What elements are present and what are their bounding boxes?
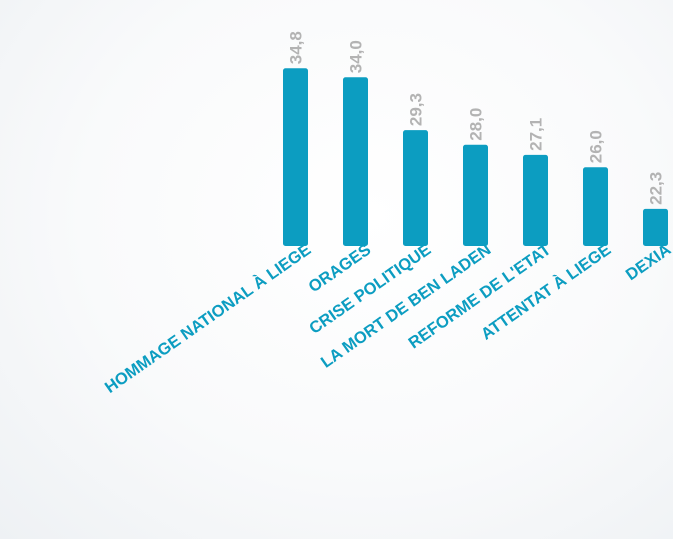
bar-2 bbox=[343, 77, 368, 246]
category-label-7: DEXIA bbox=[623, 240, 673, 284]
value-label-4: 28,0 bbox=[467, 108, 486, 141]
value-label-5: 27,1 bbox=[527, 118, 546, 151]
bar-1 bbox=[283, 68, 308, 246]
bar-6 bbox=[583, 167, 608, 246]
value-label-2: 34,0 bbox=[347, 40, 366, 73]
bar-7 bbox=[643, 208, 668, 246]
value-label-6: 26,0 bbox=[587, 130, 606, 163]
value-label-7: 22,3 bbox=[647, 172, 666, 205]
value-label-1: 34,8 bbox=[287, 31, 306, 64]
bar-4 bbox=[463, 144, 488, 246]
bar-5 bbox=[523, 154, 548, 246]
value-label-3: 29,3 bbox=[407, 93, 426, 126]
category-label-1: HOMMAGE NATIONAL À LIEGE bbox=[101, 240, 314, 397]
bars-group bbox=[283, 68, 668, 246]
value-labels-group: 34,8 34,0 29,3 28,0 27,1 26,0 22,3 bbox=[287, 31, 666, 205]
bar-3 bbox=[403, 130, 428, 246]
